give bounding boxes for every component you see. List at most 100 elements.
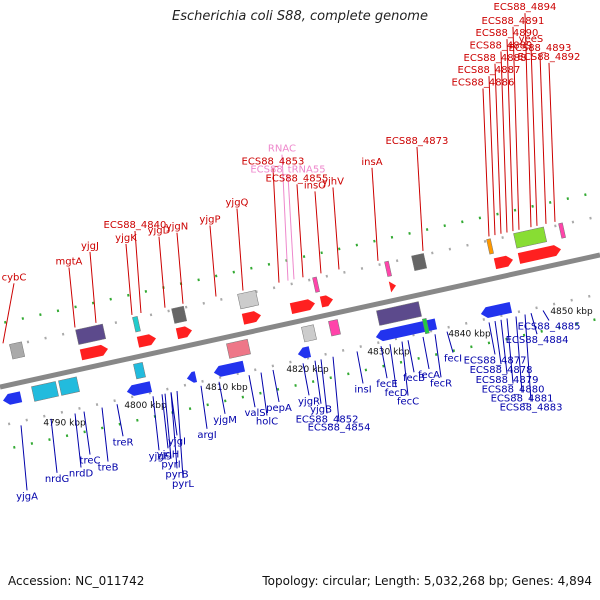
gene-feature[interactable] [171,305,188,324]
gene-feature[interactable] [411,253,428,271]
gene-feature[interactable] [486,238,494,255]
gene-label[interactable]: ECS88_4891 [482,16,545,27]
gene-feature[interactable] [289,298,316,315]
gene-feature[interactable] [9,341,26,360]
gene-label[interactable]: ECS88_4883 [500,402,563,413]
gene-label[interactable]: ECS88_4885 [518,322,581,333]
gene-label[interactable]: treC [80,456,101,467]
gene-label[interactable]: ECS88_tRNA55 [250,164,325,175]
gene-label[interactable]: fecA [418,370,440,381]
gene-label[interactable]: pyrB [165,469,188,480]
gene-feature[interactable] [517,244,562,264]
gene-label[interactable]: fecE [376,379,398,390]
gene-feature[interactable] [79,344,109,361]
gene-label[interactable]: insA [361,157,382,168]
gene-label[interactable]: pyrI [161,460,180,471]
gene-label[interactable]: holC [256,417,278,428]
gene-feature[interactable] [558,222,566,239]
gene-label[interactable]: ECS88_4873 [386,136,449,147]
gene-label[interactable]: argI [197,430,216,441]
gene-label[interactable]: fecI [444,354,462,365]
gene-label[interactable]: ECS88_4880 [482,384,545,395]
gene-label[interactable]: treB [98,463,119,474]
gene-label[interactable]: RNAC [268,144,296,155]
gene-label[interactable]: insO [304,180,326,191]
gene-feature[interactable] [175,325,193,340]
gene-label[interactable]: ECS88_4886 [452,77,515,88]
gene-label[interactable]: ECS88_4852 [296,414,359,425]
gene-feature[interactable] [328,319,341,337]
gene-label[interactable]: yjgH [157,449,180,460]
gene-feature[interactable] [2,391,23,406]
gene-label[interactable]: yjgN [166,222,189,233]
gene-feature[interactable] [384,260,392,277]
gene-label[interactable]: insI [354,384,371,395]
gene-label[interactable]: ECS88_4878 [470,365,533,376]
gene-label[interactable]: fecB [403,373,425,384]
gene-feature[interactable] [388,280,397,293]
gene-feature[interactable] [297,346,312,359]
gene-label[interactable]: fecD [385,388,408,399]
gene-label[interactable]: ECS88_4888 [464,53,527,64]
gene-feature[interactable] [241,310,262,325]
gene-feature[interactable] [301,324,317,343]
gene-label[interactable]: ECS88_4879 [476,375,539,386]
gene-label[interactable]: yjgA [16,491,38,502]
gene-label[interactable]: yeeS [519,34,544,45]
gene-feature[interactable] [136,333,157,348]
gene-label[interactable]: yjgQ [226,198,249,209]
gene-label[interactable]: yjgJ [81,241,99,252]
gene-label[interactable]: fecR [430,378,452,389]
gene-feature[interactable] [375,318,438,343]
gene-label[interactable]: pyrL [172,479,194,490]
gene-label[interactable]: yjgF [149,451,170,462]
gene-label[interactable]: ECS88_4889 [470,40,533,51]
gene-label[interactable]: ECS88_4892 [518,52,581,63]
gene-label[interactable]: ECS88_4854 [308,423,371,434]
gene-label[interactable]: ECS88_4894 [494,2,557,13]
gene-label[interactable]: pepA [266,403,292,414]
gene-feature[interactable] [493,254,514,270]
gene-feature[interactable] [421,318,430,335]
gene-feature[interactable] [133,362,146,380]
gene-feature[interactable] [312,276,320,293]
gene-feature[interactable] [132,316,141,333]
gene-feature[interactable] [75,323,107,345]
gene-feature[interactable] [126,381,153,397]
gene-feature[interactable] [513,226,548,249]
gene-label[interactable]: yjhV [322,176,344,187]
gene-label[interactable]: ECS88_4853 [242,157,305,168]
gene-feature[interactable] [480,302,513,319]
gene-label[interactable]: yjgD [148,226,171,237]
gene-label[interactable]: ECS88_4884 [506,335,569,346]
gene-feature[interactable] [213,360,246,378]
gene-feature[interactable] [376,301,422,326]
gene-label[interactable]: valS [244,408,265,419]
gene-label[interactable]: mgtA [56,257,83,268]
gene-feature[interactable] [226,338,251,359]
gene-label[interactable]: ECS88_4840 [104,220,167,231]
gene-feature[interactable] [31,381,59,402]
gene-label[interactable]: fecC [397,397,419,408]
gene-label[interactable]: ECS88_4893 [509,43,572,54]
gene-label[interactable]: nrdG [45,474,69,485]
gene-label[interactable]: yjgB [310,405,332,416]
gene-label[interactable]: yjgI [168,436,186,447]
gene-label[interactable]: yjgM [213,415,237,426]
gene-label[interactable]: ECS88_4881 [491,393,554,404]
gene-feature[interactable] [58,376,80,396]
gene-feature[interactable] [319,294,334,308]
gene-feature[interactable] [237,290,260,310]
gene-label[interactable]: cybC [2,272,27,283]
gene-label[interactable]: yjgR [298,396,320,407]
gene-label[interactable]: ECS88_4877 [464,355,527,366]
gene-label[interactable]: ECS88_4887 [458,65,521,76]
gene-feature[interactable] [186,371,198,384]
gene-label[interactable]: yjgK [115,233,137,244]
gene-label[interactable]: ECS88_4890 [476,28,539,39]
gene-label[interactable]: treR [113,437,134,448]
gene-label[interactable]: yjgP [199,214,220,225]
gene-label[interactable]: ECS88_4855 [266,173,329,184]
gene-label[interactable]: nrdD [69,468,94,479]
